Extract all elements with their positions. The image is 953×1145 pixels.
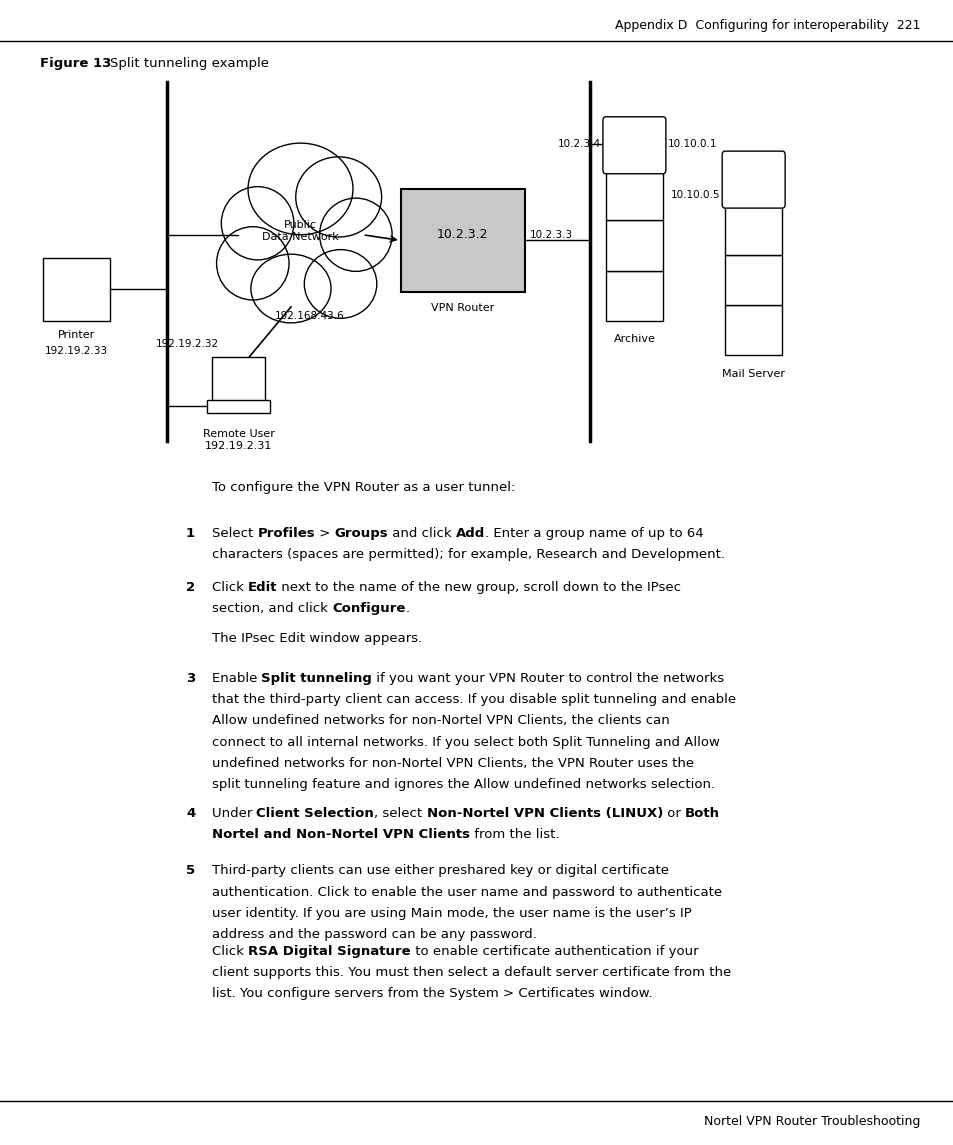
Text: 4: 4: [186, 807, 195, 820]
FancyBboxPatch shape: [724, 305, 781, 355]
Text: . Enter a group name of up to 64: . Enter a group name of up to 64: [485, 527, 703, 539]
Text: 10.2.3.2: 10.2.3.2: [436, 228, 488, 242]
Ellipse shape: [319, 198, 392, 271]
Text: split tunneling feature and ignores the Allow undefined networks selection.: split tunneling feature and ignores the …: [212, 779, 714, 791]
Text: and click: and click: [388, 527, 456, 539]
Text: Non-Nortel VPN Clients (LINUX): Non-Nortel VPN Clients (LINUX): [426, 807, 662, 820]
Text: characters (spaces are permitted); for example, Research and Development.: characters (spaces are permitted); for e…: [212, 547, 724, 561]
Text: Client Selection: Client Selection: [256, 807, 374, 820]
Text: that the third-party client can access. If you disable split tunneling and enabl: that the third-party client can access. …: [212, 694, 735, 706]
Ellipse shape: [304, 250, 376, 318]
Text: address and the password can be any password.: address and the password can be any pass…: [212, 927, 537, 941]
FancyBboxPatch shape: [602, 117, 665, 174]
FancyBboxPatch shape: [605, 171, 662, 220]
FancyBboxPatch shape: [208, 400, 269, 413]
Text: next to the name of the new group, scroll down to the IPsec: next to the name of the new group, scrol…: [277, 581, 680, 593]
Text: Under: Under: [212, 807, 256, 820]
Text: to enable certificate authentication if your: to enable certificate authentication if …: [410, 945, 698, 957]
Text: Appendix D  Configuring for interoperability  221: Appendix D Configuring for interoperabil…: [615, 19, 920, 32]
Text: user identity. If you are using Main mode, the user name is the user’s IP: user identity. If you are using Main mod…: [212, 907, 691, 919]
FancyBboxPatch shape: [721, 151, 784, 208]
FancyBboxPatch shape: [605, 270, 662, 321]
Text: connect to all internal networks. If you select both Split Tunneling and Allow: connect to all internal networks. If you…: [212, 736, 719, 749]
Text: 192.168.43.6: 192.168.43.6: [274, 311, 345, 322]
Ellipse shape: [295, 157, 381, 237]
Text: or: or: [662, 807, 684, 820]
FancyBboxPatch shape: [43, 258, 110, 321]
Text: undefined networks for non-Nortel VPN Clients, the VPN Router uses the: undefined networks for non-Nortel VPN Cl…: [212, 757, 693, 769]
Text: Nortel and Non-Nortel VPN Clients: Nortel and Non-Nortel VPN Clients: [212, 829, 469, 842]
Text: 10.10.0.1: 10.10.0.1: [667, 140, 717, 149]
Text: VPN Router: VPN Router: [431, 303, 494, 314]
Text: 10.2.3.4: 10.2.3.4: [558, 140, 600, 149]
Text: 5: 5: [186, 864, 195, 877]
Text: Profiles: Profiles: [257, 527, 314, 539]
Ellipse shape: [221, 187, 294, 260]
Text: .: .: [405, 602, 409, 615]
Text: client supports this. You must then select a default server certificate from the: client supports this. You must then sele…: [212, 966, 730, 979]
FancyBboxPatch shape: [605, 221, 662, 270]
Text: Select: Select: [212, 527, 257, 539]
Text: list. You configure servers from the System > Certificates window.: list. You configure servers from the Sys…: [212, 987, 652, 1000]
Text: Enable: Enable: [212, 672, 261, 685]
Text: Allow undefined networks for non-Nortel VPN Clients, the clients can: Allow undefined networks for non-Nortel …: [212, 714, 669, 727]
Text: Configure: Configure: [332, 602, 405, 615]
Text: RSA Digital Signature: RSA Digital Signature: [248, 945, 410, 957]
Text: Both: Both: [684, 807, 720, 820]
Text: Click: Click: [212, 581, 248, 593]
Text: Mail Server: Mail Server: [721, 369, 784, 379]
Text: Split tunneling: Split tunneling: [261, 672, 372, 685]
FancyBboxPatch shape: [724, 205, 781, 255]
Text: section, and click: section, and click: [212, 602, 332, 615]
Text: To configure the VPN Router as a user tunnel:: To configure the VPN Router as a user tu…: [212, 481, 515, 493]
Text: Archive: Archive: [613, 334, 655, 345]
Ellipse shape: [248, 143, 353, 235]
Text: Click: Click: [212, 945, 248, 957]
Text: Add: Add: [456, 527, 485, 539]
Text: Printer: Printer: [57, 330, 95, 340]
Text: Public
Data Network: Public Data Network: [262, 221, 338, 242]
Text: Figure 13: Figure 13: [40, 57, 112, 70]
FancyBboxPatch shape: [400, 189, 524, 292]
Ellipse shape: [251, 254, 331, 323]
Text: 10.10.0.5: 10.10.0.5: [670, 190, 720, 199]
Text: Nortel VPN Router Troubleshooting: Nortel VPN Router Troubleshooting: [703, 1115, 920, 1128]
Text: The IPsec Edit window appears.: The IPsec Edit window appears.: [212, 632, 421, 645]
Ellipse shape: [216, 227, 289, 300]
Text: if you want your VPN Router to control the networks: if you want your VPN Router to control t…: [372, 672, 723, 685]
Text: 1: 1: [186, 527, 195, 539]
Text: Split tunneling example: Split tunneling example: [110, 57, 269, 70]
Text: , select: , select: [374, 807, 426, 820]
Text: 192.19.2.32: 192.19.2.32: [156, 339, 219, 349]
Text: authentication. Click to enable the user name and password to authenticate: authentication. Click to enable the user…: [212, 886, 721, 899]
Text: 192.19.2.33: 192.19.2.33: [45, 346, 108, 356]
Text: Groups: Groups: [335, 527, 388, 539]
Text: 2: 2: [186, 581, 195, 593]
Text: >: >: [314, 527, 335, 539]
Text: Third-party clients can use either preshared key or digital certificate: Third-party clients can use either presh…: [212, 864, 668, 877]
FancyBboxPatch shape: [212, 357, 265, 401]
Text: from the list.: from the list.: [469, 829, 558, 842]
Text: 3: 3: [186, 672, 195, 685]
FancyBboxPatch shape: [724, 255, 781, 305]
Text: 10.2.3.3: 10.2.3.3: [529, 230, 572, 239]
Text: Remote User
192.19.2.31: Remote User 192.19.2.31: [202, 429, 274, 451]
Text: Edit: Edit: [248, 581, 277, 593]
